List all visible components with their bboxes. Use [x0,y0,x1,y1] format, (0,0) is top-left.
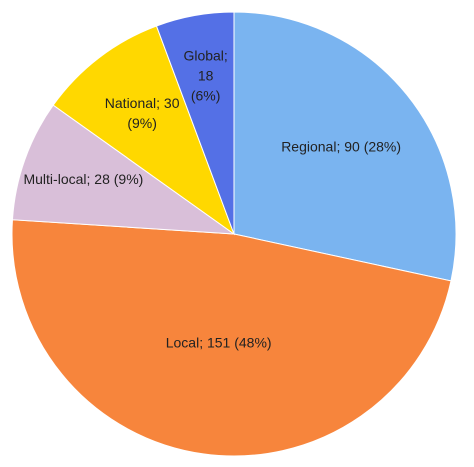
data-label: 18 [198,67,214,83]
pie-slice [11,104,236,235]
data-label: Regional; 90 (28%) [281,138,401,154]
data-label: Multi-local; 28 (9%) [23,171,143,187]
data-label: National; 30 [105,95,180,111]
pie-slice [233,11,457,282]
data-label: (9%) [127,115,157,131]
data-label: (6%) [191,87,221,103]
pie-slice [11,219,452,457]
data-label: Global; [183,47,227,63]
pie-slice [155,11,235,235]
pie-slice [52,25,236,236]
data-label: Local; 151 (48%) [166,335,272,351]
